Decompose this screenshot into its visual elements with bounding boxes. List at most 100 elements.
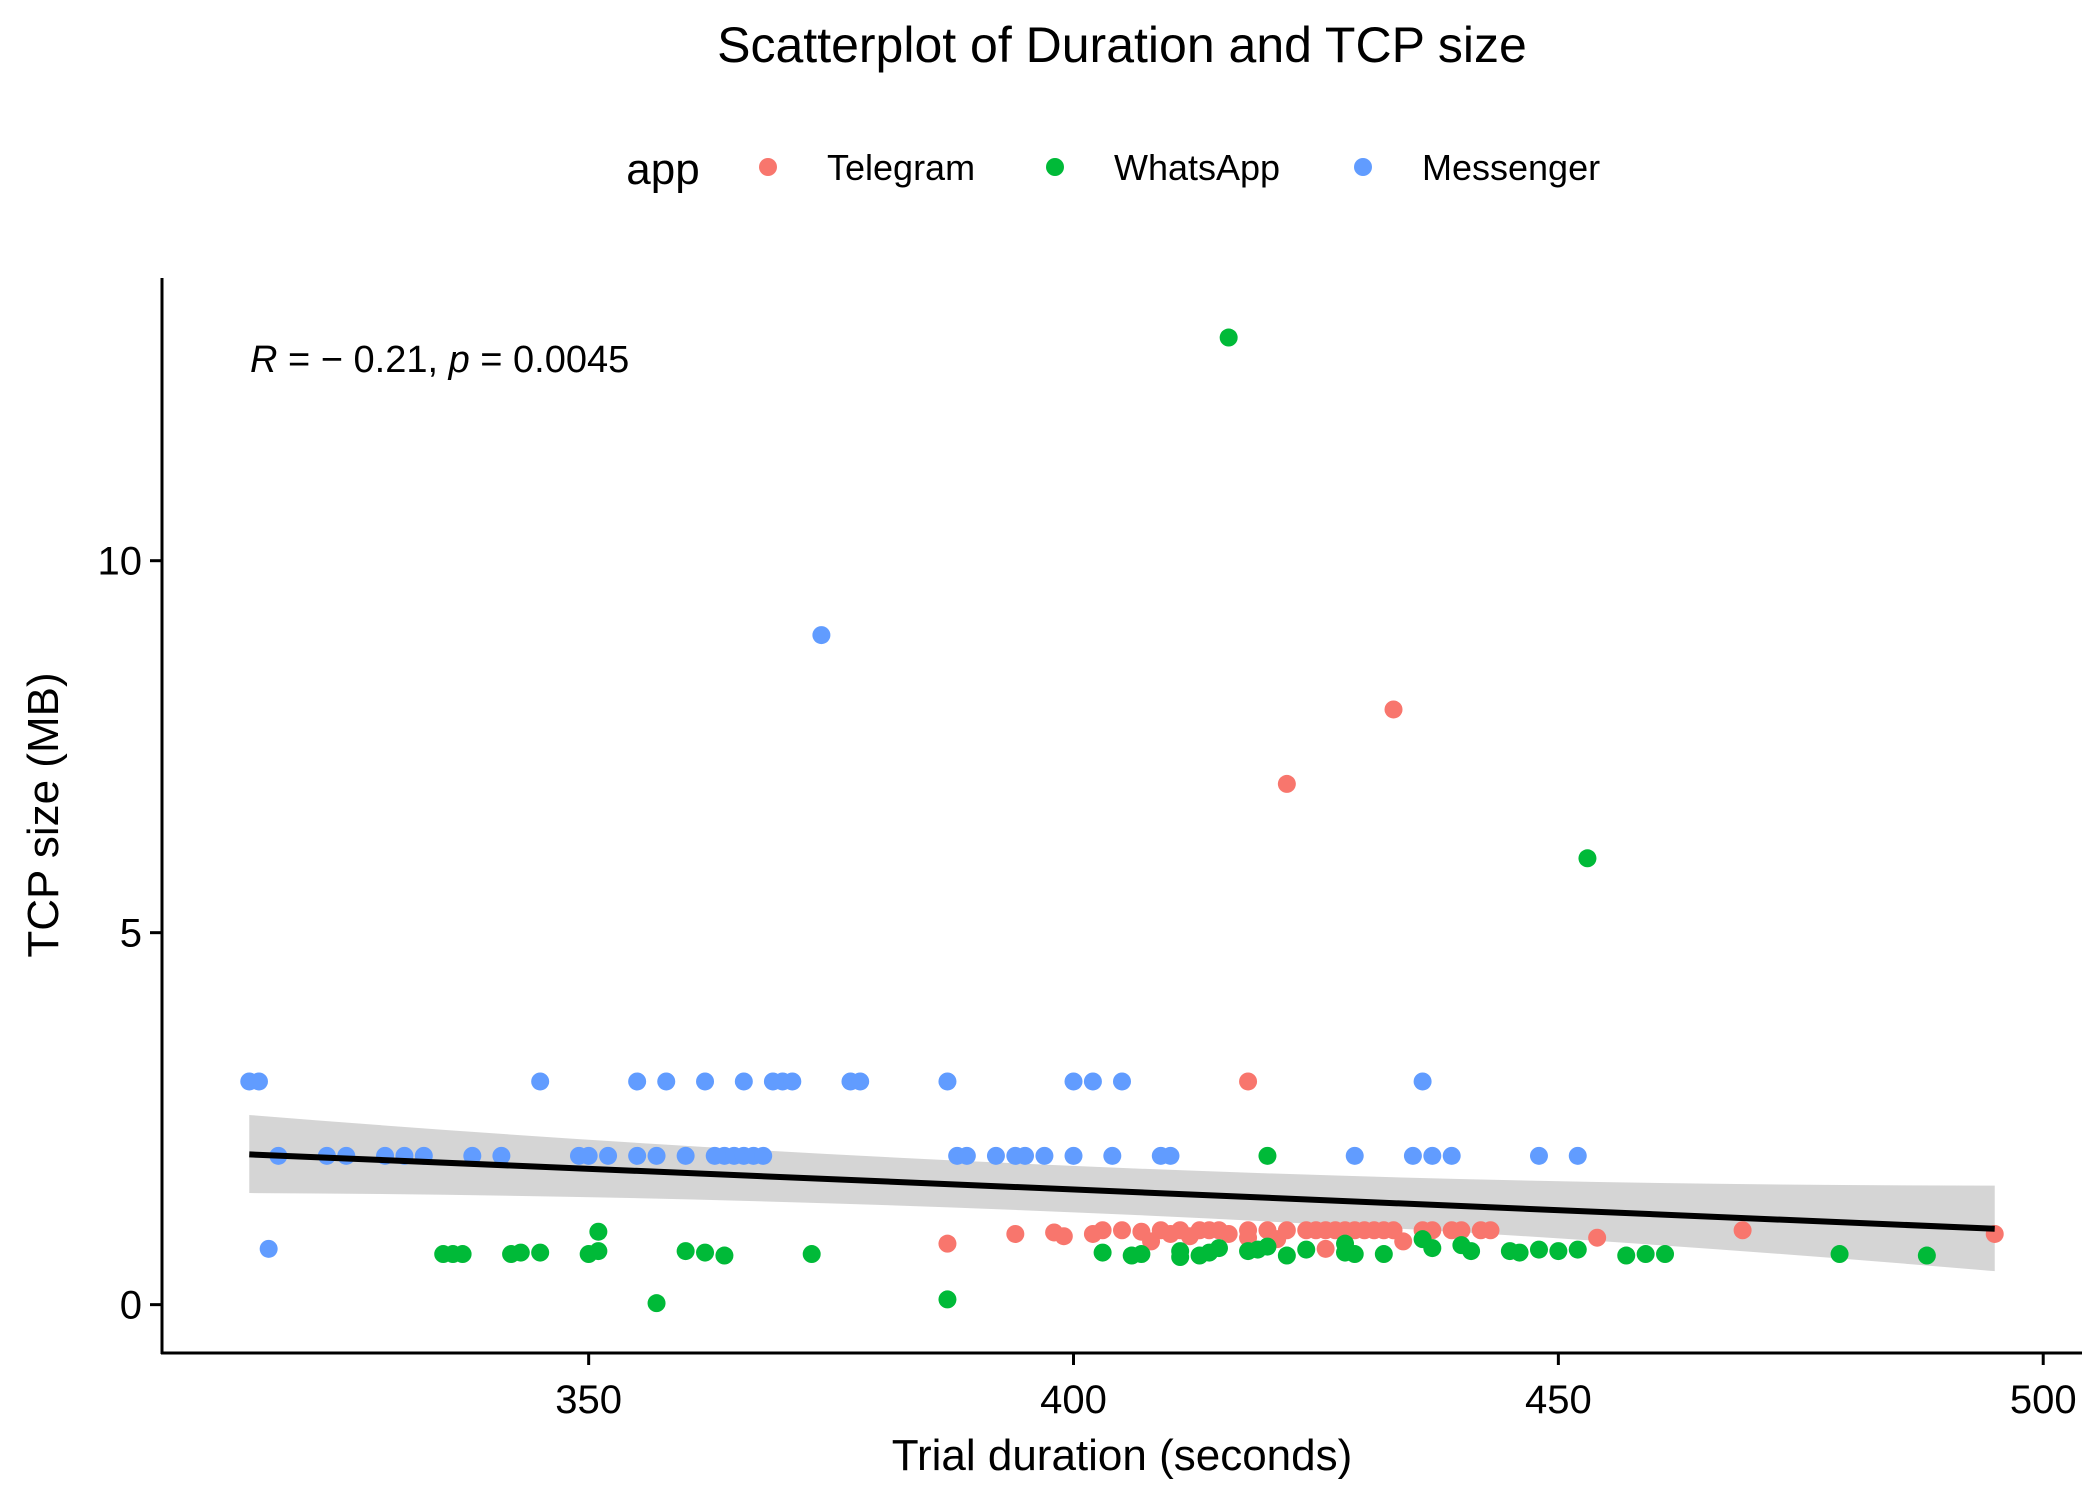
- point-telegram-19: [1239, 1072, 1258, 1091]
- point-messenger-43: [1083, 1072, 1102, 1091]
- x-tick-label-3: 500: [2010, 1378, 2077, 1422]
- y-axis-title: TCP size (MB): [19, 672, 68, 957]
- point-whatsapp-2: [453, 1245, 472, 1264]
- points-layer: [240, 328, 2004, 1313]
- point-whatsapp-44: [1617, 1246, 1636, 1265]
- point-messenger-17: [647, 1146, 666, 1165]
- point-whatsapp-46: [1656, 1245, 1675, 1264]
- point-whatsapp-4: [511, 1243, 530, 1262]
- p-label: p: [448, 339, 470, 381]
- regression-line: [249, 1151, 1995, 1232]
- point-messenger-50: [1413, 1072, 1432, 1091]
- point-whatsapp-5: [531, 1243, 550, 1262]
- x-ticks: 350 400 450 500: [555, 1353, 2077, 1422]
- point-whatsapp-48: [1917, 1246, 1936, 1265]
- point-whatsapp-27: [1258, 1146, 1277, 1165]
- point-whatsapp-19: [1171, 1248, 1190, 1267]
- point-whatsapp-11: [696, 1243, 715, 1262]
- y-ticks: 0 5 10: [98, 540, 162, 1328]
- point-whatsapp-12: [715, 1246, 734, 1265]
- point-whatsapp-15: [1093, 1243, 1112, 1262]
- y-tick-label-2: 10: [98, 540, 143, 584]
- point-messenger-42: [1064, 1072, 1083, 1091]
- point-telegram-25: [1316, 1239, 1335, 1258]
- point-telegram-39: [1452, 1221, 1471, 1240]
- legend-label-telegram: Telegram: [827, 147, 975, 188]
- point-whatsapp-42: [1568, 1240, 1587, 1259]
- plot-area: [240, 328, 2004, 1313]
- point-telegram-6: [1113, 1221, 1131, 1240]
- legend: app Telegram WhatsApp Messenger: [626, 145, 1600, 194]
- point-messenger-49: [1403, 1146, 1422, 1165]
- point-whatsapp-23: [1219, 328, 1238, 347]
- point-messenger-19: [676, 1146, 695, 1165]
- point-messenger-31: [812, 626, 831, 645]
- point-whatsapp-47: [1830, 1245, 1849, 1264]
- p-value: = 0.0045: [470, 339, 630, 381]
- point-telegram-43: [1588, 1228, 1607, 1247]
- y-tick-label-0: 0: [120, 1284, 142, 1328]
- point-messenger-41: [1064, 1146, 1083, 1165]
- point-messenger-44: [1103, 1146, 1122, 1165]
- point-whatsapp-40: [1529, 1240, 1548, 1259]
- x-axis-title: Trial duration (seconds): [892, 1431, 1353, 1480]
- legend-marker-telegram: [759, 158, 777, 176]
- point-whatsapp-9: [647, 1294, 666, 1313]
- point-telegram-22: [1277, 1221, 1296, 1240]
- x-tick-label-1: 400: [1040, 1378, 1107, 1422]
- point-messenger-25: [734, 1072, 753, 1091]
- legend-marker-messenger: [1354, 158, 1372, 176]
- point-whatsapp-7: [589, 1242, 608, 1261]
- point-messenger-30: [783, 1072, 802, 1091]
- point-messenger-40: [1035, 1146, 1054, 1165]
- point-whatsapp-17: [1132, 1245, 1151, 1264]
- point-messenger-9: [463, 1146, 482, 1165]
- point-messenger-27: [754, 1146, 773, 1165]
- point-telegram-42: [1277, 774, 1296, 793]
- point-messenger-54: [1568, 1146, 1587, 1165]
- point-whatsapp-14: [938, 1290, 957, 1309]
- point-whatsapp-39: [1510, 1243, 1529, 1262]
- point-messenger-11: [531, 1072, 550, 1091]
- point-telegram-1: [1006, 1224, 1025, 1243]
- point-whatsapp-35: [1423, 1239, 1442, 1258]
- r-value: = − 0.21,: [277, 339, 448, 381]
- point-whatsapp-10: [676, 1242, 695, 1261]
- legend-title: app: [626, 145, 699, 194]
- point-messenger-39: [1016, 1146, 1035, 1165]
- point-messenger-52: [1442, 1146, 1461, 1165]
- point-whatsapp-29: [1297, 1240, 1316, 1259]
- point-messenger-18: [657, 1072, 676, 1091]
- point-whatsapp-41: [1549, 1242, 1568, 1261]
- point-messenger-53: [1529, 1146, 1548, 1165]
- chart-title: Scatterplot of Duration and TCP size: [717, 17, 1527, 73]
- point-messenger-15: [628, 1146, 647, 1165]
- point-whatsapp-33: [1374, 1245, 1393, 1264]
- correlation-annotation: R = − 0.21, p = 0.0045: [250, 339, 629, 381]
- point-whatsapp-37: [1462, 1242, 1481, 1261]
- point-telegram-44: [1733, 1221, 1752, 1240]
- point-messenger-13: [579, 1146, 598, 1165]
- point-messenger-47: [1161, 1146, 1180, 1165]
- axes: 0 5 10 350 400 450 500: [98, 278, 2082, 1422]
- point-whatsapp-22: [1209, 1239, 1228, 1258]
- point-telegram-34: [1384, 700, 1403, 719]
- legend-label-messenger: Messenger: [1422, 147, 1600, 188]
- point-whatsapp-13: [802, 1245, 821, 1264]
- point-messenger-45: [1113, 1072, 1131, 1091]
- point-telegram-3: [1054, 1227, 1073, 1246]
- legend-marker-whatsapp: [1046, 158, 1064, 176]
- point-whatsapp-26: [1258, 1237, 1277, 1256]
- point-messenger-48: [1345, 1146, 1364, 1165]
- point-messenger-16: [628, 1072, 647, 1091]
- point-messenger-10: [492, 1146, 511, 1165]
- point-telegram-35: [1394, 1232, 1413, 1251]
- legend-label-whatsapp: WhatsApp: [1114, 147, 1280, 188]
- point-messenger-14: [599, 1146, 618, 1165]
- point-telegram-0: [938, 1234, 957, 1253]
- point-messenger-33: [851, 1072, 870, 1091]
- x-tick-label-2: 450: [1525, 1378, 1592, 1422]
- point-messenger-20: [696, 1072, 715, 1091]
- point-messenger-51: [1423, 1146, 1442, 1165]
